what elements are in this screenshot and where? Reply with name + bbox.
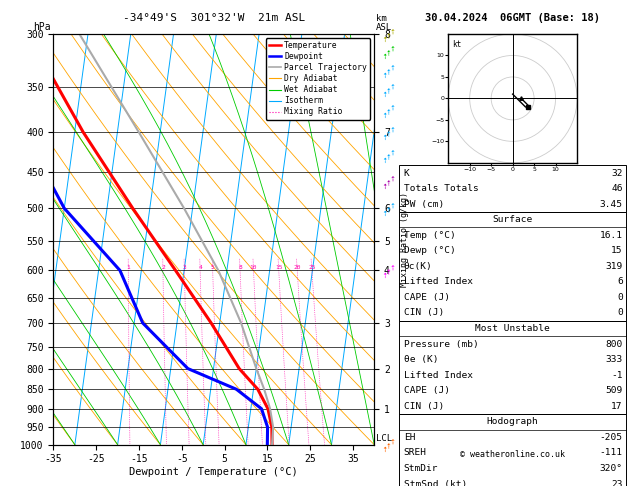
Text: 6: 6 xyxy=(617,278,623,286)
Text: 333: 333 xyxy=(606,355,623,364)
X-axis label: Dewpoint / Temperature (°C): Dewpoint / Temperature (°C) xyxy=(130,467,298,477)
Text: StmSpd (kt): StmSpd (kt) xyxy=(404,480,467,486)
Text: Surface: Surface xyxy=(493,215,533,224)
Text: 17: 17 xyxy=(611,402,623,411)
Text: 320°: 320° xyxy=(599,464,623,473)
Text: 15: 15 xyxy=(611,246,623,255)
Text: 3: 3 xyxy=(182,265,186,270)
Text: 8: 8 xyxy=(238,265,242,270)
Text: ↗↗↗: ↗↗↗ xyxy=(382,124,399,140)
Text: LCL: LCL xyxy=(376,434,392,443)
Text: -1: -1 xyxy=(611,371,623,380)
Text: 46: 46 xyxy=(611,184,623,193)
Text: 0: 0 xyxy=(617,293,623,302)
Text: 319: 319 xyxy=(606,262,623,271)
Text: Lifted Index: Lifted Index xyxy=(404,371,473,380)
Text: Temp (°C): Temp (°C) xyxy=(404,231,455,240)
Text: EH: EH xyxy=(404,433,415,442)
Text: Most Unstable: Most Unstable xyxy=(476,324,550,333)
Text: Hodograph: Hodograph xyxy=(487,417,538,426)
Text: hPa: hPa xyxy=(33,21,50,32)
Text: 3.45: 3.45 xyxy=(599,200,623,208)
Text: SREH: SREH xyxy=(404,449,427,457)
Text: CIN (J): CIN (J) xyxy=(404,309,444,317)
Text: StmDir: StmDir xyxy=(404,464,438,473)
Text: 16.1: 16.1 xyxy=(599,231,623,240)
Text: Pressure (mb): Pressure (mb) xyxy=(404,340,479,348)
Text: Mixing Ratio (g/kg): Mixing Ratio (g/kg) xyxy=(400,192,409,287)
Text: ↗↗↗: ↗↗↗ xyxy=(382,102,399,119)
Text: ↗↗↗: ↗↗↗ xyxy=(382,200,399,217)
Legend: Temperature, Dewpoint, Parcel Trajectory, Dry Adiabat, Wet Adiabat, Isotherm, Mi: Temperature, Dewpoint, Parcel Trajectory… xyxy=(265,38,370,120)
Text: 23: 23 xyxy=(611,480,623,486)
Text: 4: 4 xyxy=(198,265,202,270)
Text: ↗↗↗: ↗↗↗ xyxy=(382,436,399,453)
Text: 30.04.2024  06GMT (Base: 18): 30.04.2024 06GMT (Base: 18) xyxy=(425,13,600,23)
Text: K: K xyxy=(404,169,409,177)
Text: km
ASL: km ASL xyxy=(376,14,392,32)
Text: θe (K): θe (K) xyxy=(404,355,438,364)
Text: 5: 5 xyxy=(211,265,214,270)
Text: 10: 10 xyxy=(250,265,257,270)
Text: ↗↗↗: ↗↗↗ xyxy=(382,62,399,78)
Text: CAPE (J): CAPE (J) xyxy=(404,386,450,395)
Text: kt: kt xyxy=(452,40,462,50)
Text: 25: 25 xyxy=(308,265,316,270)
Text: © weatheronline.co.uk: © weatheronline.co.uk xyxy=(460,450,565,459)
Text: θc(K): θc(K) xyxy=(404,262,433,271)
Text: ↗↗↗: ↗↗↗ xyxy=(382,147,399,164)
Text: ↗↗↗: ↗↗↗ xyxy=(382,81,399,98)
Text: 0: 0 xyxy=(617,309,623,317)
Text: -34°49'S  301°32'W  21m ASL: -34°49'S 301°32'W 21m ASL xyxy=(123,13,305,23)
Text: ↗↗↗: ↗↗↗ xyxy=(382,43,399,60)
Text: -111: -111 xyxy=(599,449,623,457)
Text: Lifted Index: Lifted Index xyxy=(404,278,473,286)
Text: 15: 15 xyxy=(275,265,282,270)
Text: ↗↗↗: ↗↗↗ xyxy=(382,262,399,279)
Text: 2: 2 xyxy=(161,265,165,270)
Text: 32: 32 xyxy=(611,169,623,177)
Text: Totals Totals: Totals Totals xyxy=(404,184,479,193)
Text: CAPE (J): CAPE (J) xyxy=(404,293,450,302)
Text: CIN (J): CIN (J) xyxy=(404,402,444,411)
Text: 20: 20 xyxy=(294,265,301,270)
Text: Dewp (°C): Dewp (°C) xyxy=(404,246,455,255)
Text: ↗↗↗: ↗↗↗ xyxy=(382,173,399,190)
Text: 1: 1 xyxy=(126,265,130,270)
Text: -205: -205 xyxy=(599,433,623,442)
Text: PW (cm): PW (cm) xyxy=(404,200,444,208)
Text: 800: 800 xyxy=(606,340,623,348)
Text: 509: 509 xyxy=(606,386,623,395)
Text: ↗↗↗: ↗↗↗ xyxy=(382,26,399,42)
